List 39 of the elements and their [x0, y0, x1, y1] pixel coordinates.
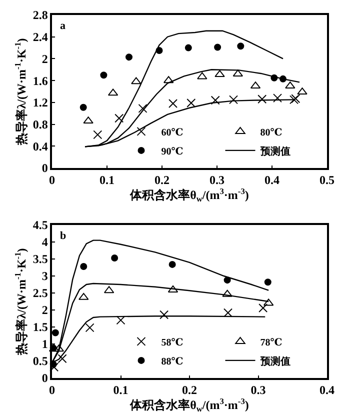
legend-label: 80℃ [260, 127, 282, 138]
y-tick-label: 0.8 [32, 117, 48, 132]
x-tick-label: 0.5 [320, 173, 334, 188]
annotation: b [60, 230, 66, 242]
legend-label: 预测值 [259, 355, 290, 368]
y-tick-label: 0.4 [32, 139, 48, 154]
x-tick-label: 0.3 [210, 173, 224, 188]
x-tick-label: 0.4 [264, 173, 280, 188]
legend-label: 预测值 [259, 145, 290, 158]
y-tick-label: 3 [42, 269, 48, 284]
y-tick-label: 1.2 [32, 96, 48, 110]
y-tick-label: 0.5 [32, 354, 48, 368]
legend-label: 60℃ [161, 127, 184, 138]
legend-label: 90℃ [161, 146, 184, 158]
legend-label: 58℃ [161, 337, 184, 348]
legend-label: 78℃ [260, 337, 282, 348]
x-tick-label: 0.4 [320, 383, 334, 398]
y-tick-label: 2.5 [32, 286, 48, 300]
y-tick-label: 4 [42, 235, 48, 250]
y-tick-label: 0 [42, 371, 48, 386]
x-tick-label: 0.1 [100, 173, 114, 188]
y-tick-label: 1 [42, 337, 48, 352]
y-tick-label: 2 [42, 303, 48, 318]
y-tick-label: 1.5 [32, 320, 48, 334]
y-tick-label: 4.5 [32, 218, 48, 232]
x-tick-label: 0.2 [154, 173, 170, 188]
y-tick-label: 2.8 [32, 8, 48, 22]
x-tick-label: 0.2 [182, 383, 197, 398]
x-axis-title: 体积含水率θ$_{w}$/(m$^{3}$·m$^{-3}$) [129, 187, 249, 204]
x-axis-title: 体积含水率θ$_{w}$/(m$^{3}$·m$^{-3}$) [129, 397, 249, 414]
y-tick-label: 1.6 [32, 74, 48, 88]
x-tick-label: 0.1 [113, 383, 128, 398]
y-tick-label: 3.5 [32, 252, 48, 266]
y-tick-label: 2.4 [32, 30, 48, 44]
legend-label: 88℃ [161, 356, 184, 368]
y-tick-label: 0 [42, 161, 48, 176]
x-tick-label: 0.3 [250, 383, 266, 398]
annotation: a [60, 20, 66, 32]
y-tick-label: 2 [42, 52, 48, 66]
